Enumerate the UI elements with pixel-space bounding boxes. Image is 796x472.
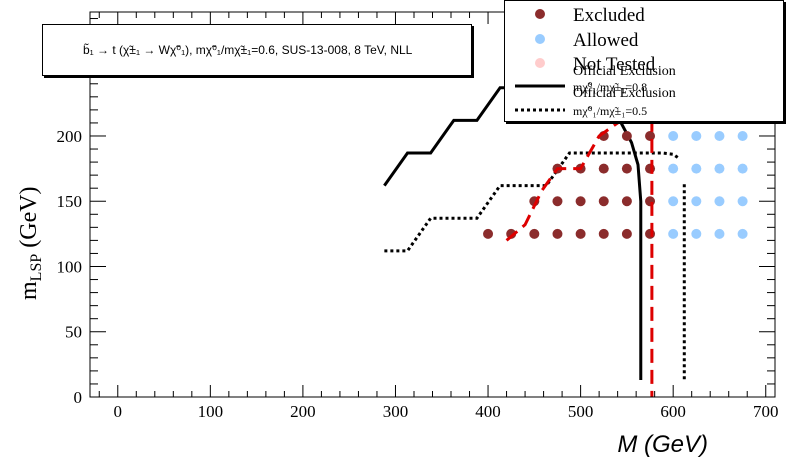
allowed-point (714, 163, 725, 174)
excluded-point (529, 228, 540, 239)
title-text: b̃₁ → t (χ̃±₁ → Wχ̃⁰₁), mχ̃⁰₁/mχ̃±₁=0.6,… (83, 43, 413, 57)
y-tick-label: 100 (57, 257, 83, 276)
legend-excluded-marker (535, 9, 545, 19)
allowed-point (737, 130, 748, 141)
allowed-point (691, 196, 702, 207)
legend-official-08-label-1: Official Exclusion (573, 64, 676, 79)
excluded-point (645, 228, 656, 239)
x-tick-label: 400 (475, 402, 501, 421)
allowed-point (668, 163, 679, 174)
y-tick-label: 200 (57, 127, 83, 146)
allowed-point (668, 228, 679, 239)
excluded-point (552, 196, 563, 207)
excluded-point (598, 196, 609, 207)
title-box: b̃₁ → t (χ̃±₁ → Wχ̃⁰₁), mχ̃⁰₁/mχ̃±₁=0.6,… (42, 24, 472, 76)
y-tick-label: 50 (65, 323, 82, 342)
x-tick-label: 700 (753, 402, 779, 421)
allowed-point (737, 196, 748, 207)
y-tick-label: 150 (57, 192, 83, 211)
excluded-point (506, 228, 517, 239)
excluded-point (621, 163, 632, 174)
y-axis-label: mLSP (GeV) (16, 186, 45, 300)
legend-svg: Excluded Allowed Not Tested Official Exc… (515, 5, 676, 118)
legend-not-tested-marker (535, 58, 545, 68)
legend-allowed-marker (535, 34, 545, 44)
excluded-point (598, 163, 609, 174)
x-tick-label: 300 (383, 402, 409, 421)
allowed-point (668, 130, 679, 141)
allowed-point (714, 196, 725, 207)
y-tick-label: 0 (74, 388, 83, 407)
legend-excluded-label: Excluded (573, 5, 645, 26)
allowed-point (668, 196, 679, 207)
excluded-point (645, 130, 656, 141)
allowed-point (714, 130, 725, 141)
allowed-point (714, 228, 725, 239)
excluded-point (621, 228, 632, 239)
legend: Excluded Allowed Not Tested Official Exc… (504, 0, 784, 122)
legend-official-05-label-1: Official Exclusion (573, 86, 676, 101)
legend-not-tested-label: Not Tested (573, 54, 656, 75)
excluded-point (645, 196, 656, 207)
x-axis-label: M (GeV) (617, 431, 708, 458)
excluded-point (645, 163, 656, 174)
legend-allowed-label: Allowed (573, 30, 639, 51)
x-tick-label: 100 (198, 402, 224, 421)
excluded-point (598, 228, 609, 239)
x-tick-label: 0 (114, 402, 123, 421)
excluded-point (621, 130, 632, 141)
excluded-point (575, 228, 586, 239)
excluded-point (483, 228, 494, 239)
allowed-point (691, 228, 702, 239)
legend-official-05-label-2: mχ̃⁰₁/mχ̃±₁=0.5 (573, 104, 647, 118)
excluded-point (621, 196, 632, 207)
allowed-point (737, 163, 748, 174)
allowed-point (737, 228, 748, 239)
x-tick-label: 600 (660, 402, 686, 421)
legend-official-08-label-2: mχ̃⁰₁/mχ̃±₁=0.8 (573, 80, 647, 94)
official-exclusion-05-curve (384, 151, 680, 253)
allowed-point (691, 130, 702, 141)
x-tick-label: 200 (290, 402, 316, 421)
x-tick-label: 500 (568, 402, 594, 421)
allowed-point (691, 163, 702, 174)
excluded-point (575, 196, 586, 207)
red-exclusion-curve (505, 109, 627, 242)
excluded-point (552, 228, 563, 239)
